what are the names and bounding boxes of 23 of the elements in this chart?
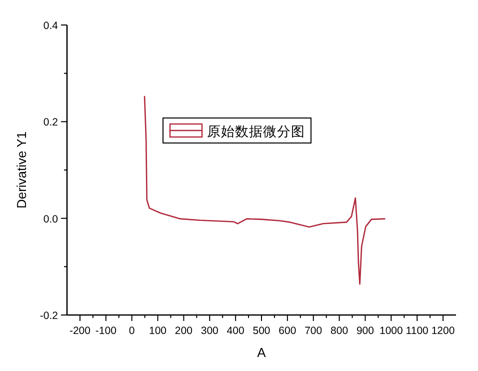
x-tick-label: 600 bbox=[278, 325, 296, 337]
x-tick-label: 1200 bbox=[431, 325, 455, 337]
y-tick-label: -0.2 bbox=[40, 310, 58, 322]
y-tick-label: 0.2 bbox=[43, 116, 58, 129]
x-tick-label: -100 bbox=[95, 325, 117, 337]
x-tick-label: 0 bbox=[128, 325, 135, 337]
x-tick-label: 1000 bbox=[379, 325, 404, 337]
legend: 原始数据微分图 bbox=[162, 118, 312, 144]
x-tick-label: 300 bbox=[200, 325, 219, 337]
x-tick-label: 100 bbox=[149, 325, 167, 337]
x-tick-label: 400 bbox=[226, 325, 244, 337]
y-tick-label: 0.0 bbox=[43, 213, 58, 226]
y-tick-label: 0.4 bbox=[43, 20, 58, 32]
x-tick-label: 800 bbox=[330, 325, 348, 337]
x-tick-label: 500 bbox=[252, 325, 270, 337]
y-axis-title: Derivative Y1 bbox=[14, 131, 29, 209]
x-tick-label: 1100 bbox=[406, 325, 429, 337]
x-axis-title: A bbox=[257, 345, 266, 360]
x-tick-label: 900 bbox=[356, 325, 374, 337]
x-tick-label: 200 bbox=[174, 325, 193, 337]
x-tick-label: -200 bbox=[69, 325, 91, 337]
x-tick-label: 700 bbox=[304, 325, 322, 337]
legend-label: 原始数据微分图 bbox=[207, 124, 305, 139]
